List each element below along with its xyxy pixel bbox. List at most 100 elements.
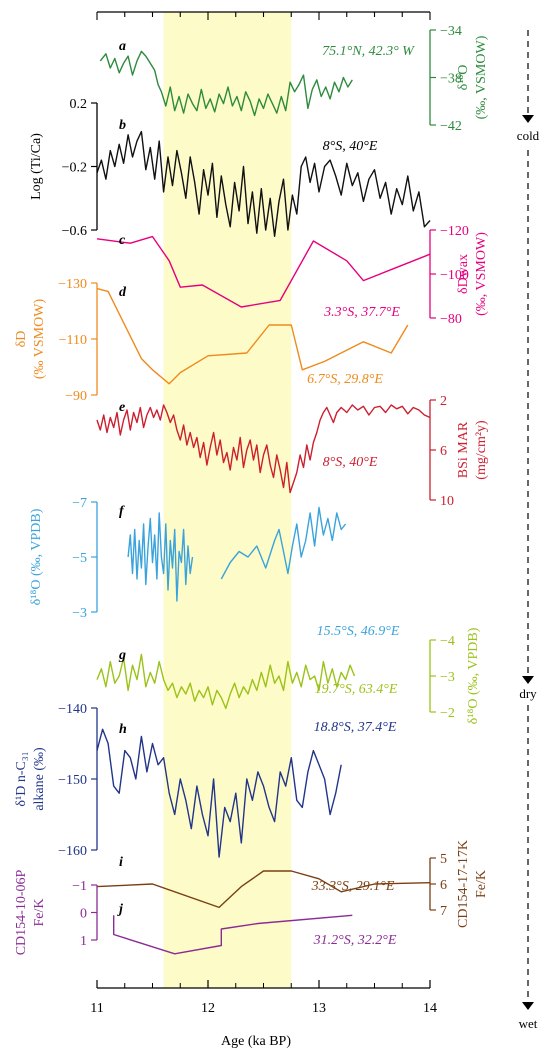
panel-h: −140 −150 −160 h 18.8°S, 37.4°E δ¹D n-C₃₁ alka…	[14, 702, 397, 859]
panel-letter-h: h	[119, 722, 127, 737]
x-tick-label: 11	[90, 1001, 103, 1016]
y-tick-label-g: −2	[440, 706, 455, 721]
y-tick-label-d: −110	[59, 333, 87, 348]
series-line-b	[96, 130, 431, 238]
panel-letter-b: b	[119, 118, 126, 133]
y-tick-label-h: −140	[58, 702, 87, 717]
arrow-label-cold: cold	[517, 128, 540, 143]
location-label-e: 8°S, 40°E	[323, 455, 378, 470]
panel-letter-d: d	[119, 285, 127, 300]
y-tick-label-e: 2	[440, 394, 447, 409]
y-tick-label-c: −80	[440, 312, 462, 327]
y-tick-label-g: −3	[440, 670, 455, 685]
y-axis-label-a: δ¹⁸O	[456, 65, 471, 91]
y-tick-label-j: 0	[80, 907, 87, 922]
panel-letter-a: a	[119, 39, 126, 54]
y-tick-label-b: −0.2	[62, 161, 87, 176]
y-axis-label-b: Log (Ti/Ca)	[29, 133, 44, 200]
y-tick-label-a: −42	[440, 119, 462, 134]
y-axis-label-f: δ¹⁸O (‰, VPDB)	[29, 508, 44, 605]
y-tick-label-i: 6	[440, 878, 447, 893]
y-tick-label-j: 1	[80, 934, 87, 949]
panel-d: −130 −110 −90 d 6.7°S, 29.8°E δD (‰ VSMOW)	[14, 277, 409, 404]
panel-e: 2 6 10 e 8°S, 40°E BSi MAR (mg/cm²y)	[96, 394, 489, 509]
y-axis-unit-a: (‰, VSMOW)	[474, 35, 489, 119]
y-axis-unit-c: (‰, VSMOW)	[474, 232, 489, 316]
y-axis-label-j: CD154-10-06P	[14, 870, 29, 956]
series-line-g	[96, 653, 356, 710]
panel-letter-c: c	[119, 233, 126, 248]
y-tick-label-j: −1	[72, 879, 87, 894]
y-tick-label-h: −160	[58, 844, 87, 859]
y-axis-unit-i: Fe/K	[474, 870, 489, 898]
y-tick-label-e: 10	[440, 494, 454, 509]
y-tick-label-i: 5	[440, 852, 447, 867]
series-line-a	[99, 50, 353, 117]
panel-letter-i: i	[119, 855, 123, 870]
location-label-h: 18.8°S, 37.4°E	[314, 720, 397, 735]
shaded-interval	[163, 12, 292, 988]
series-line-c	[96, 235, 431, 308]
y-tick-label-a: −34	[440, 24, 462, 39]
x-tick-label: 14	[423, 1001, 437, 1016]
y-tick-label-i: 7	[440, 904, 447, 919]
panel-letter-g: g	[118, 648, 126, 663]
y-axis-unit-e: (mg/cm²y)	[474, 420, 489, 480]
y-axis-label-c: δDwax	[456, 254, 471, 294]
climate-arrow: cold dry wet	[517, 30, 540, 1031]
x-axis-label: Age (ka BP)	[221, 1034, 291, 1049]
top-axis	[96, 11, 431, 20]
y-tick-label-f: −3	[72, 606, 87, 621]
panel-a: −34 −38 −42 a 75.1°N, 42.3° W δ¹⁸O (‰, VSMOW)	[99, 24, 489, 134]
series-line-f-1	[127, 512, 194, 602]
y-tick-label-c: −100	[440, 268, 469, 283]
y-tick-label-d: −130	[58, 277, 87, 292]
location-label-a: 75.1°N, 42.3° W	[322, 44, 415, 59]
x-axis: 11 12 13 14 Age (ka BP)	[90, 980, 437, 1049]
location-label-j: 31.2°S, 32.2°E	[313, 933, 397, 948]
location-label-i: 33.3°S, 29.1°E	[311, 879, 395, 894]
panel-letter-j: j	[117, 902, 123, 917]
y-tick-label-b: −0.6	[62, 224, 87, 239]
panel-g: −4 −3 −2 g 19.7°S, 63.4°E δ¹⁸O (‰, VPDB)	[96, 627, 481, 724]
location-label-f: 15.5°S, 46.9°E	[317, 624, 400, 639]
panel-b: 0.2 −0.2 −0.6 b 8°S, 40°E Log (Ti/Ca)	[29, 97, 431, 239]
y-axis-label-h: δ¹D n-C₃₁	[14, 751, 29, 806]
panel-letter-e: e	[119, 400, 125, 415]
y-tick-label-c: −120	[440, 224, 469, 239]
y-axis-label-g: δ¹⁸O (‰, VPDB)	[466, 627, 481, 724]
series-line-h	[96, 728, 342, 858]
y-axis-label-e: BSi MAR	[456, 421, 471, 478]
y-tick-label-b: 0.2	[70, 97, 88, 112]
series-line-e	[96, 404, 431, 494]
panel-i: 5 6 7 i 33.3°S, 29.1°E CD154-17-17K Fe/K	[96, 840, 489, 928]
series-line-d	[96, 287, 409, 385]
arrow-head	[522, 1002, 534, 1010]
location-label-b: 8°S, 40°E	[323, 139, 378, 154]
arrow-head	[522, 676, 534, 684]
arrow-head	[522, 115, 534, 123]
y-tick-label-g: −4	[440, 634, 455, 649]
arrow-label-dry: dry	[519, 686, 537, 701]
panel-letter-f: f	[119, 504, 125, 519]
y-tick-label-d: −90	[65, 389, 87, 404]
x-tick-label: 12	[201, 1001, 215, 1016]
y-axis-unit-j: Fe/K	[32, 899, 47, 927]
panel-c: −120 −100 −80 c 3.3°S, 37.7°E δDwax (‰, VSMOW)	[96, 224, 489, 327]
y-tick-label-a: −38	[440, 72, 462, 87]
panel-j: −1 0 1 j 31.2°S, 32.2°E CD154-10-06P Fe/K	[14, 870, 397, 956]
series-line-j	[112, 914, 353, 955]
location-label-g: 19.7°S, 63.4°E	[315, 682, 398, 697]
series-line-f-2	[220, 506, 347, 580]
y-axis-label-d: δD	[14, 331, 29, 348]
y-axis-unit-h: alkane (‰)	[32, 747, 47, 811]
x-ticks: 11 12 13 14	[90, 980, 437, 1016]
y-tick-label-f: −7	[72, 496, 87, 511]
y-tick-label-e: 6	[440, 444, 447, 459]
location-label-d: 6.7°S, 29.8°E	[307, 372, 383, 387]
panel-f: −7 −5 −3 f 15.5°S, 46.9°E δ¹⁸O (‰, VPDB)	[29, 496, 400, 639]
location-label-c: 3.3°S, 37.7°E	[323, 305, 400, 320]
x-tick-label: 13	[312, 1001, 326, 1016]
